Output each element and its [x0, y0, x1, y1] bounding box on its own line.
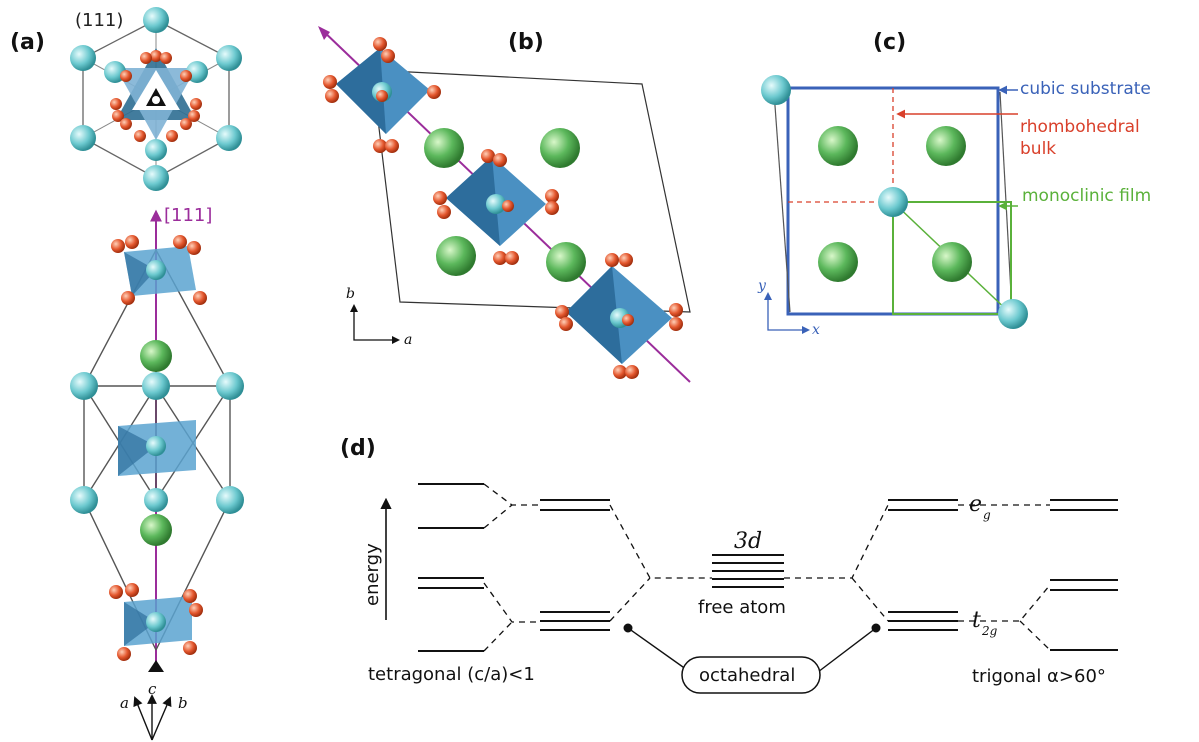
a-site-atoms-b [424, 128, 586, 282]
panel-b-axes [350, 304, 400, 344]
octahedron-b2 [433, 149, 559, 265]
panel-d: energy [362, 483, 1118, 694]
panel-b-label: (b) [508, 30, 544, 55]
panel-c-label: (c) [873, 30, 907, 55]
trigonal-levels [1050, 499, 1118, 651]
threefold-marker [148, 660, 164, 672]
panel-a: (111) [111] [70, 7, 244, 741]
octahedral-label: octahedral [699, 665, 795, 686]
hexagon-top-view: (111) [70, 7, 242, 191]
b-site-atoms-c [761, 75, 1028, 329]
octahedral-right-levels [888, 499, 958, 631]
panel-d-label: (d) [340, 436, 376, 461]
axis-b-label-b: b [346, 286, 355, 302]
b-site-atoms [70, 372, 244, 514]
octahedron-b3 [555, 253, 683, 379]
legend-cubic-substrate: cubic substrate [1020, 79, 1151, 99]
panel-a-axes [133, 694, 172, 741]
tetragonal-caption: tetragonal (c/a)<1 [368, 664, 535, 685]
panel-c: cubic substrate rhombohedral bulk monocl… [757, 75, 1151, 338]
octahedron-top [111, 235, 207, 305]
eg-subscript: g [983, 508, 991, 522]
axis-a-label-b: a [404, 332, 412, 348]
energy-axis-label: energy [362, 543, 383, 606]
axis-y-label-c: y [757, 278, 767, 294]
direction-111-label: [111] [164, 205, 212, 226]
panel-c-axes [764, 292, 810, 334]
octahedron-middle [118, 420, 196, 476]
t2g-subscript: 2g [981, 624, 998, 638]
free-atom-3d-label: 3d [734, 529, 762, 554]
plane-label-111: (111) [75, 10, 123, 31]
octahedron-bottom [109, 583, 203, 661]
unit-cell-outline [371, 69, 691, 313]
a-site-atom-lower [140, 514, 172, 546]
legend-rhombohedral-2: bulk [1020, 139, 1056, 159]
t2g-label: t [972, 608, 981, 633]
axis-c-label: c [148, 680, 157, 698]
legend-monoclinic-film: monoclinic film [1022, 186, 1151, 206]
panel-a-label: (a) [10, 30, 45, 55]
a-site-atom-upper [140, 340, 172, 372]
a-site-atoms-c [818, 126, 972, 282]
octahedral-left-levels [540, 499, 610, 631]
axis-b-label: b [178, 694, 188, 712]
level-connectors [483, 483, 1051, 652]
free-atom-label: free atom [698, 597, 786, 618]
legend-rhombohedral-1: rhombohedral [1020, 117, 1140, 137]
eg-label: e [969, 492, 982, 517]
octahedral-badge [681, 656, 821, 694]
tetragonal-levels [418, 483, 484, 652]
axis-a-label: a [120, 694, 129, 712]
free-atom-levels [712, 554, 784, 588]
panel-b: b a [318, 26, 691, 383]
monoclinic-film-box [892, 201, 1012, 315]
octahedron-b1 [323, 37, 441, 153]
trigonal-caption: trigonal α>60° [972, 666, 1106, 687]
axis-x-label-c: x [812, 322, 820, 338]
